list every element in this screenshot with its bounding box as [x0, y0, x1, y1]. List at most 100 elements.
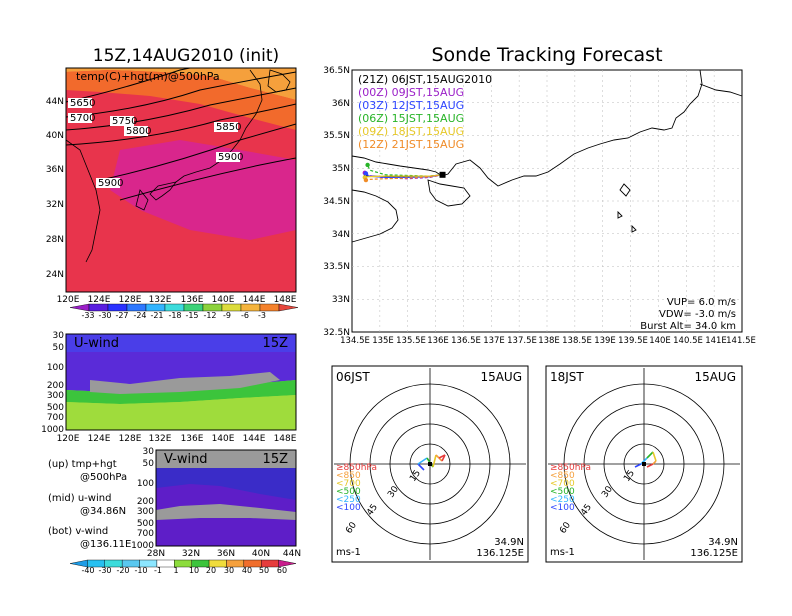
- hodo-origin: [642, 462, 646, 466]
- contour-label-bg: [216, 152, 240, 162]
- level-entry: <500: [550, 487, 575, 497]
- contour-label-bg: [124, 126, 148, 136]
- lon-tick-label: 135.5E: [396, 336, 426, 346]
- pressure-tick-label: 200: [47, 381, 64, 391]
- level-entry: <500: [336, 487, 361, 497]
- hodo-origin: [428, 462, 432, 466]
- contour-5750: [65, 87, 297, 131]
- vwind-field-gray-band: [156, 504, 296, 520]
- colorbar-label: -33: [81, 311, 94, 320]
- lon-tick-label: 140.5E: [673, 336, 703, 346]
- uwind-field-top: [66, 334, 296, 352]
- lat-tick-label: 33N: [332, 295, 350, 305]
- contour-label: 5650: [70, 98, 95, 109]
- hodo-segment-3: [432, 454, 437, 468]
- colorbar-cell: [278, 559, 297, 568]
- lon-tick-label: 136.5E: [451, 336, 481, 346]
- contour-label-bg: [68, 98, 92, 108]
- colorbar-cell: [278, 303, 299, 312]
- vwind-label: V-wind: [164, 452, 208, 467]
- vdw-text: VDW= -3.0 m/s: [659, 309, 736, 320]
- level-entry: ≥850hPa: [550, 463, 591, 473]
- colorbar-label: 20: [206, 566, 216, 575]
- burst-text: Burst Alt= 34.0 km: [640, 321, 736, 332]
- lat-tick-label: 44N: [46, 97, 64, 107]
- lat-tick-label: 28N: [46, 235, 64, 245]
- colorbar-label: -30: [98, 311, 111, 320]
- lon-tick-label: 148E: [274, 295, 297, 305]
- contour-label-bg: [110, 116, 134, 126]
- tracking-legend: (21Z) 06JST,15AUG2010 (00Z) 09JST,15AUG …: [358, 73, 492, 151]
- colorbar-cell: [126, 303, 147, 312]
- uwind-x-labels: 120E 124E 128E 132E 136E 140E 144E 148E: [57, 434, 297, 444]
- lat-tick-label: 32N: [46, 200, 64, 210]
- colorbar-cell: [259, 303, 280, 312]
- tracking-params: VUP= 6.0 m/s VDW= -3.0 m/s Burst Alt= 34…: [640, 297, 736, 332]
- legend-bot-line1: (bot) v-wind: [48, 526, 108, 537]
- colorbar-label: -9: [223, 311, 231, 320]
- hodo-right-levels: ≥850hPa <850 <700 <500 <250 <100: [550, 463, 591, 513]
- colorbar-label: 50: [259, 566, 269, 575]
- colorbar-label: -1: [154, 566, 162, 575]
- panel-legend-text: (up) tmp+hgt @500hPa (mid) u-wind @34.86…: [48, 459, 131, 550]
- contour-5900: [119, 157, 297, 201]
- map-field-label: temp(C)+hgt(m)@500hPa: [76, 70, 220, 83]
- contour-label-bg: [68, 113, 92, 123]
- lat-tick-label: 44N: [283, 549, 301, 559]
- hodo-unit: ms-1: [336, 547, 361, 558]
- level-entry: <700: [550, 479, 575, 489]
- pressure-tick-label: 700: [47, 413, 64, 423]
- lon-tick-label: 140E: [212, 434, 235, 444]
- hodo-lon: 136.125E: [476, 548, 524, 559]
- lon-tick-label: 135E: [372, 336, 394, 346]
- coast-hokkaido: [267, 69, 291, 93]
- vwind-y-labels: 30 50 100 200 300 500 700 1000: [131, 447, 154, 551]
- wind-colorbar: [69, 559, 297, 568]
- hodograph-18jst: [545, 365, 743, 563]
- pressure-tick-label: 50: [53, 343, 65, 353]
- uwind-panel: [65, 333, 297, 431]
- lon-tick-label: 138E: [538, 336, 560, 346]
- hodo-lat: 34.9N: [708, 537, 738, 548]
- lon-tick-label: 136E: [181, 295, 204, 305]
- map-lon-labels: 120E 124E 128E 132E 136E 140E 144E 148E: [57, 295, 297, 305]
- vup-text: VUP= 6.0 m/s: [667, 297, 736, 308]
- coast-island-1: [619, 183, 631, 197]
- level-entry: <250: [336, 495, 361, 505]
- landing-point-2: [363, 171, 369, 176]
- tracking-lon-labels: 134.5E 135E 135.5E 136E 136.5E 137E 137.…: [340, 336, 756, 346]
- lon-tick-label: 139.5E: [618, 336, 648, 346]
- legend-entry: (00Z) 09JST,15AUG: [358, 86, 464, 99]
- coast-korea: [65, 139, 101, 263]
- hodo-segment-1: [417, 457, 428, 465]
- pressure-tick-label: 300: [137, 507, 154, 517]
- contour-label: 5900: [218, 152, 243, 163]
- lon-tick-label: 137E: [483, 336, 505, 346]
- legend-entry: (09Z) 18JST,15AUG: [358, 125, 464, 138]
- lat-tick-label: 40N: [46, 131, 64, 141]
- track-5: [365, 174, 443, 181]
- pressure-tick-label: 1000: [131, 541, 154, 551]
- map-frame: [65, 67, 297, 293]
- track-lines: [362, 162, 446, 183]
- legend-mid-line2: @34.86N: [80, 506, 126, 517]
- colorbar-label: -24: [133, 311, 146, 320]
- hodo-segment-0: [634, 463, 642, 468]
- coast-honshu-south: [351, 69, 703, 187]
- coastline-japan: [65, 69, 291, 263]
- temp-colorbar-labels: -33 -30 -27 -24 -21 -18 -15 -12 -9 -6 -3: [81, 311, 266, 320]
- colorbar-label: -15: [185, 311, 198, 320]
- wind-colorbar-labels: -40 -30 -20 -10 -1 1 10 20 30 40 50 60: [81, 566, 287, 575]
- map-lat-labels: 44N 40N 36N 32N 28N 24N: [46, 97, 64, 280]
- contour-label: 5800: [126, 126, 151, 137]
- tracking-grid: [352, 70, 742, 332]
- colorbar-label: -18: [168, 311, 181, 320]
- vwind-frame: [155, 449, 297, 547]
- height-contours: [65, 67, 297, 201]
- colorbar-label: 10: [189, 566, 199, 575]
- uwind-label: U-wind: [74, 336, 119, 351]
- colorbar-label: -30: [98, 566, 111, 575]
- hodo-time: 06JST: [336, 370, 370, 384]
- colorbar-label: -40: [81, 566, 94, 575]
- contour-5850: [99, 123, 297, 181]
